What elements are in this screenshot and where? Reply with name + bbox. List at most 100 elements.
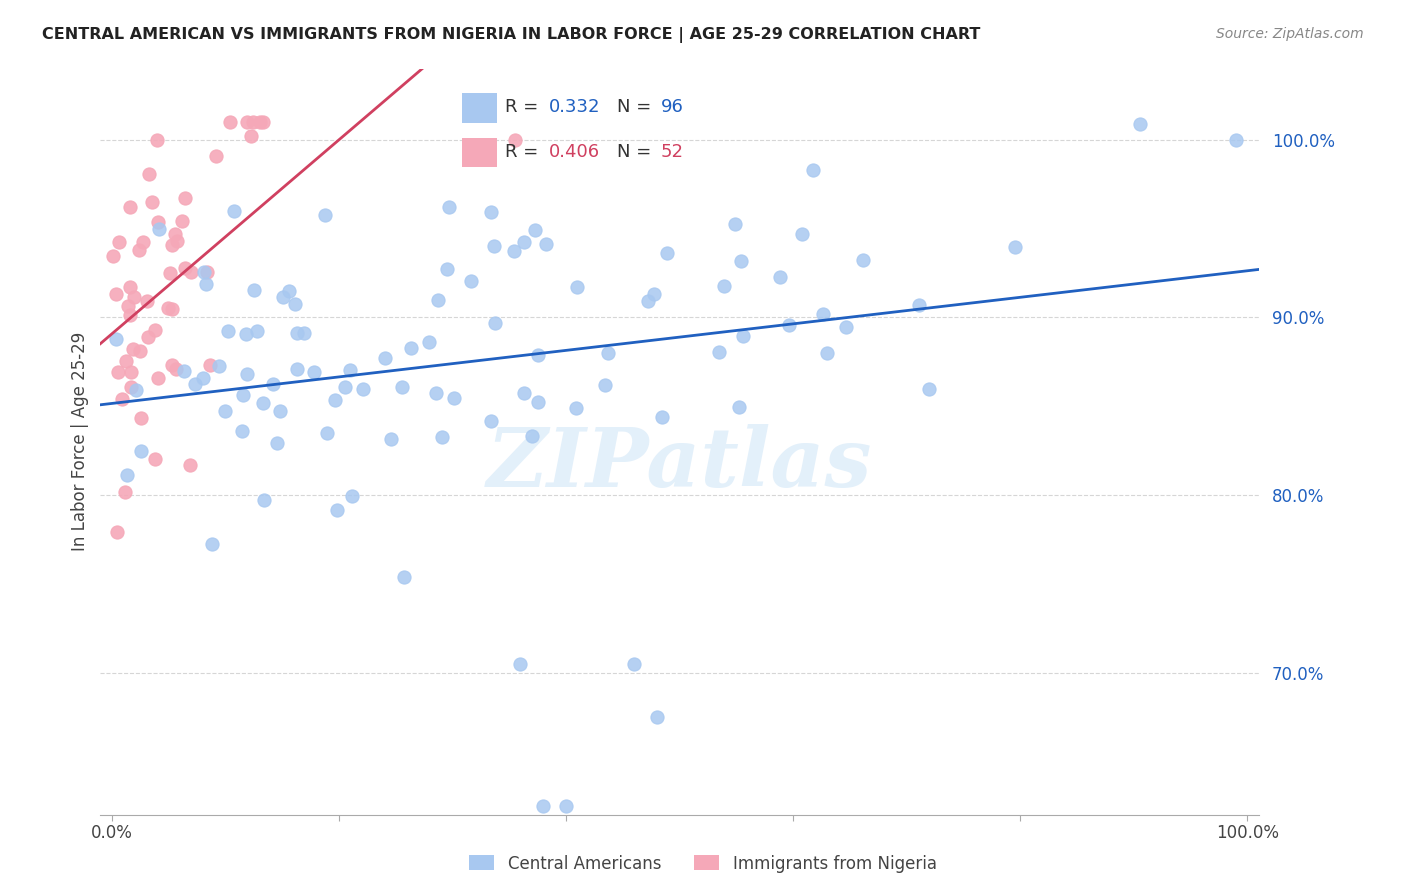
Point <box>179 458 201 472</box>
Point <box>707 345 730 359</box>
Point <box>460 274 482 288</box>
Point <box>246 324 269 338</box>
Point <box>302 366 325 380</box>
Point <box>352 382 374 396</box>
Point <box>180 265 202 279</box>
Point <box>801 163 824 178</box>
Point <box>143 452 166 467</box>
Point <box>232 388 254 402</box>
Point <box>531 799 554 814</box>
Point <box>392 569 415 583</box>
Point <box>643 287 665 301</box>
Point <box>266 435 288 450</box>
Point <box>284 297 307 311</box>
Point <box>426 293 449 308</box>
Point <box>159 266 181 280</box>
Point <box>243 283 266 297</box>
Point <box>146 215 169 229</box>
Point <box>598 346 620 360</box>
Text: 100.0%: 100.0% <box>1216 824 1278 842</box>
Point <box>835 320 858 334</box>
Point <box>262 376 284 391</box>
Point <box>143 323 166 337</box>
Point <box>323 392 346 407</box>
Point <box>425 385 447 400</box>
Point <box>173 364 195 378</box>
Point <box>503 244 526 259</box>
Point <box>122 343 145 357</box>
Point <box>191 371 214 385</box>
Point <box>534 236 557 251</box>
Point <box>107 365 129 379</box>
Point <box>813 307 835 321</box>
Point <box>163 227 186 241</box>
Point <box>107 235 129 250</box>
Point <box>593 378 616 392</box>
Point <box>637 294 659 309</box>
Point <box>437 200 460 214</box>
Point <box>335 380 357 394</box>
Point <box>156 301 179 315</box>
Point <box>160 358 183 372</box>
Point <box>503 133 526 147</box>
Point <box>713 278 735 293</box>
Point <box>205 148 228 162</box>
Point <box>120 200 142 214</box>
Point <box>315 426 337 441</box>
Point <box>484 316 506 330</box>
Point <box>235 326 257 341</box>
Point <box>105 332 128 346</box>
Point <box>132 235 155 249</box>
Point <box>242 115 264 129</box>
Point <box>733 328 755 343</box>
Point <box>122 289 145 303</box>
Point <box>513 385 536 400</box>
Point <box>908 298 931 312</box>
Point <box>148 222 170 236</box>
Point <box>253 493 276 508</box>
Point <box>114 484 136 499</box>
Point <box>217 325 239 339</box>
Point <box>527 348 550 362</box>
Point <box>160 238 183 252</box>
Point <box>285 362 308 376</box>
Point <box>148 371 170 385</box>
Point <box>728 400 751 414</box>
Point <box>239 129 262 144</box>
Point <box>103 249 125 263</box>
Point <box>129 444 152 458</box>
Point <box>292 326 315 341</box>
Point <box>231 424 253 438</box>
Point <box>193 265 215 279</box>
Point <box>1129 117 1152 131</box>
Point <box>724 217 747 231</box>
Point <box>252 115 274 129</box>
Point <box>236 115 259 129</box>
Text: ZIPatlas: ZIPatlas <box>486 425 872 504</box>
Point <box>655 245 678 260</box>
Text: Source: ZipAtlas.com: Source: ZipAtlas.com <box>1216 27 1364 41</box>
Point <box>645 710 668 724</box>
Point <box>339 363 361 377</box>
Point <box>285 326 308 340</box>
Point <box>125 383 148 397</box>
Point <box>730 253 752 268</box>
Point <box>174 191 197 205</box>
Point <box>160 302 183 317</box>
Y-axis label: In Labor Force | Age 25-29: In Labor Force | Age 25-29 <box>72 332 89 551</box>
Point <box>418 334 440 349</box>
Legend: Central Americans, Immigrants from Nigeria: Central Americans, Immigrants from Niger… <box>463 848 943 880</box>
Point <box>918 382 941 396</box>
Point <box>523 222 546 236</box>
Point <box>554 799 576 814</box>
Point <box>513 235 536 249</box>
Point <box>136 330 159 344</box>
Point <box>173 261 195 276</box>
Point <box>1004 240 1026 254</box>
Point <box>120 365 142 379</box>
Point <box>201 536 224 550</box>
Point <box>105 524 128 539</box>
Text: 0.0%: 0.0% <box>91 824 132 842</box>
Point <box>118 309 141 323</box>
Point <box>374 351 396 366</box>
